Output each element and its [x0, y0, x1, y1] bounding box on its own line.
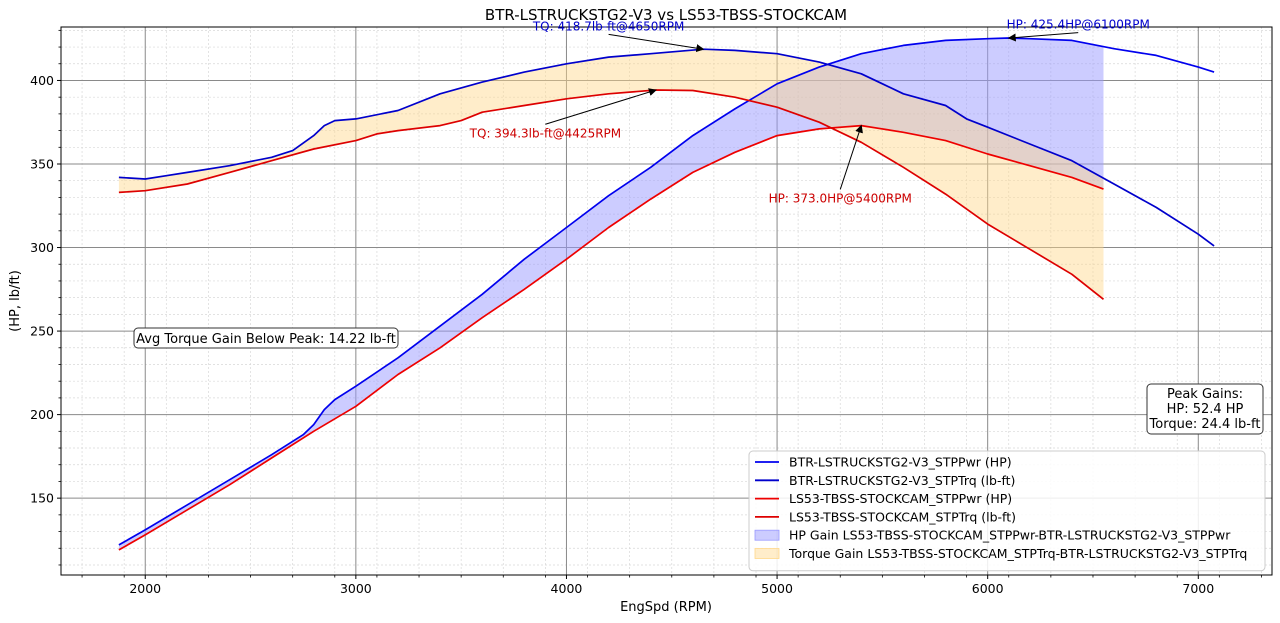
annotation-arrow [1007, 32, 1079, 42]
annotation-arrow [839, 124, 863, 190]
x-tick-label: 6000 [972, 581, 1004, 596]
avg-torque-text: Avg Torque Gain Below Peak: 14.22 lb-ft [136, 332, 396, 347]
peak-gains-hp: HP: 52.4 HP [1167, 402, 1244, 417]
series-lines [118, 37, 1215, 551]
legend-entry-label: BTR-LSTRUCKSTG2-V3_STPTrq (lb-ft) [789, 473, 1015, 488]
peak-annotations: TQ: 418.7lb-ft@4650RPM HP: 425.4HP@6100RP… [469, 18, 1150, 206]
legend: BTR-LSTRUCKSTG2-V3_STPPwr (HP) BTR-LSTRUC… [748, 450, 1266, 572]
avg-torque-box: Avg Torque Gain Below Peak: 14.22 lb-ft [133, 327, 399, 349]
gain-fills [118, 38, 1104, 550]
x-axis-label: EngSpd (RPM) [620, 600, 712, 615]
peak-gains-box-frame [1146, 383, 1264, 435]
legend-frame [748, 450, 1266, 572]
y-tick-label: 200 [30, 407, 54, 422]
annotation-arrow [608, 33, 705, 53]
legend-entry-label: HP Gain LS53-TBSS-STOCKCAM_STPPwr-BTR-LS… [789, 528, 1231, 543]
y-tick-label: 250 [30, 324, 54, 339]
y-axis-label: (HP, lb/ft) [8, 270, 23, 332]
ls53-torque-line [118, 89, 1105, 300]
peak-gains-torque: Torque: 24.4 lb-ft [1149, 417, 1261, 432]
chart-title: BTR-LSTRUCKSTG2-V3 vs LS53-TBSS-STOCKCAM [485, 6, 847, 24]
y-tick-label: 300 [30, 240, 54, 255]
annotation-label: TQ: 394.3lb-ft@4425RPM [469, 126, 621, 140]
annotation-label: HP: 425.4HP@6100RPM [1007, 18, 1150, 32]
x-tick-label: 7000 [1182, 581, 1214, 596]
legend-entry-label: LS53-TBSS-STOCKCAM_STPTrq (lb-ft) [789, 509, 1016, 524]
x-tick-label: 4000 [551, 581, 583, 596]
x-tick-label: 3000 [340, 581, 372, 596]
annotation-label: TQ: 418.7lb-ft@4650RPM [532, 19, 684, 33]
annotation-arrow [545, 88, 657, 125]
legend-entry-label: LS53-TBSS-STOCKCAM_STPPwr (HP) [789, 491, 1012, 506]
peak-gains-heading: Peak Gains: [1167, 387, 1243, 402]
legend-entry-label: Torque Gain LS53-TBSS-STOCKCAM_STPTrq-BT… [788, 546, 1247, 561]
legend-swatch-fill [754, 529, 780, 541]
btr-hp-line [118, 37, 1215, 546]
avg-torque-box-frame [133, 327, 399, 349]
y-tick-label: 150 [30, 491, 54, 506]
x-tick-label: 5000 [761, 581, 793, 596]
btr-torque-line [118, 48, 1215, 247]
peak-gains-box: Peak Gains: HP: 52.4 HP Torque: 24.4 lb-… [1146, 383, 1264, 435]
legend-entry-label: BTR-LSTRUCKSTG2-V3_STPPwr (HP) [789, 455, 1012, 470]
y-tick-label: 350 [30, 157, 54, 172]
axis-ticks: 2000 3000 4000 5000 6000 7000 150 200 250 300 350 4… [30, 29, 1262, 596]
legend-swatch-fill [754, 548, 780, 559]
y-tick-label: 400 [30, 73, 54, 88]
annotation-label: HP: 373.0HP@5400RPM [769, 191, 912, 205]
x-tick-label: 2000 [129, 581, 161, 596]
hp-gain-fill [118, 38, 1104, 550]
plot-frame [60, 26, 1273, 576]
ls53-hp-line [118, 124, 1104, 551]
torque-gain-fill [118, 49, 1104, 300]
minor-grid [61, 27, 1272, 575]
